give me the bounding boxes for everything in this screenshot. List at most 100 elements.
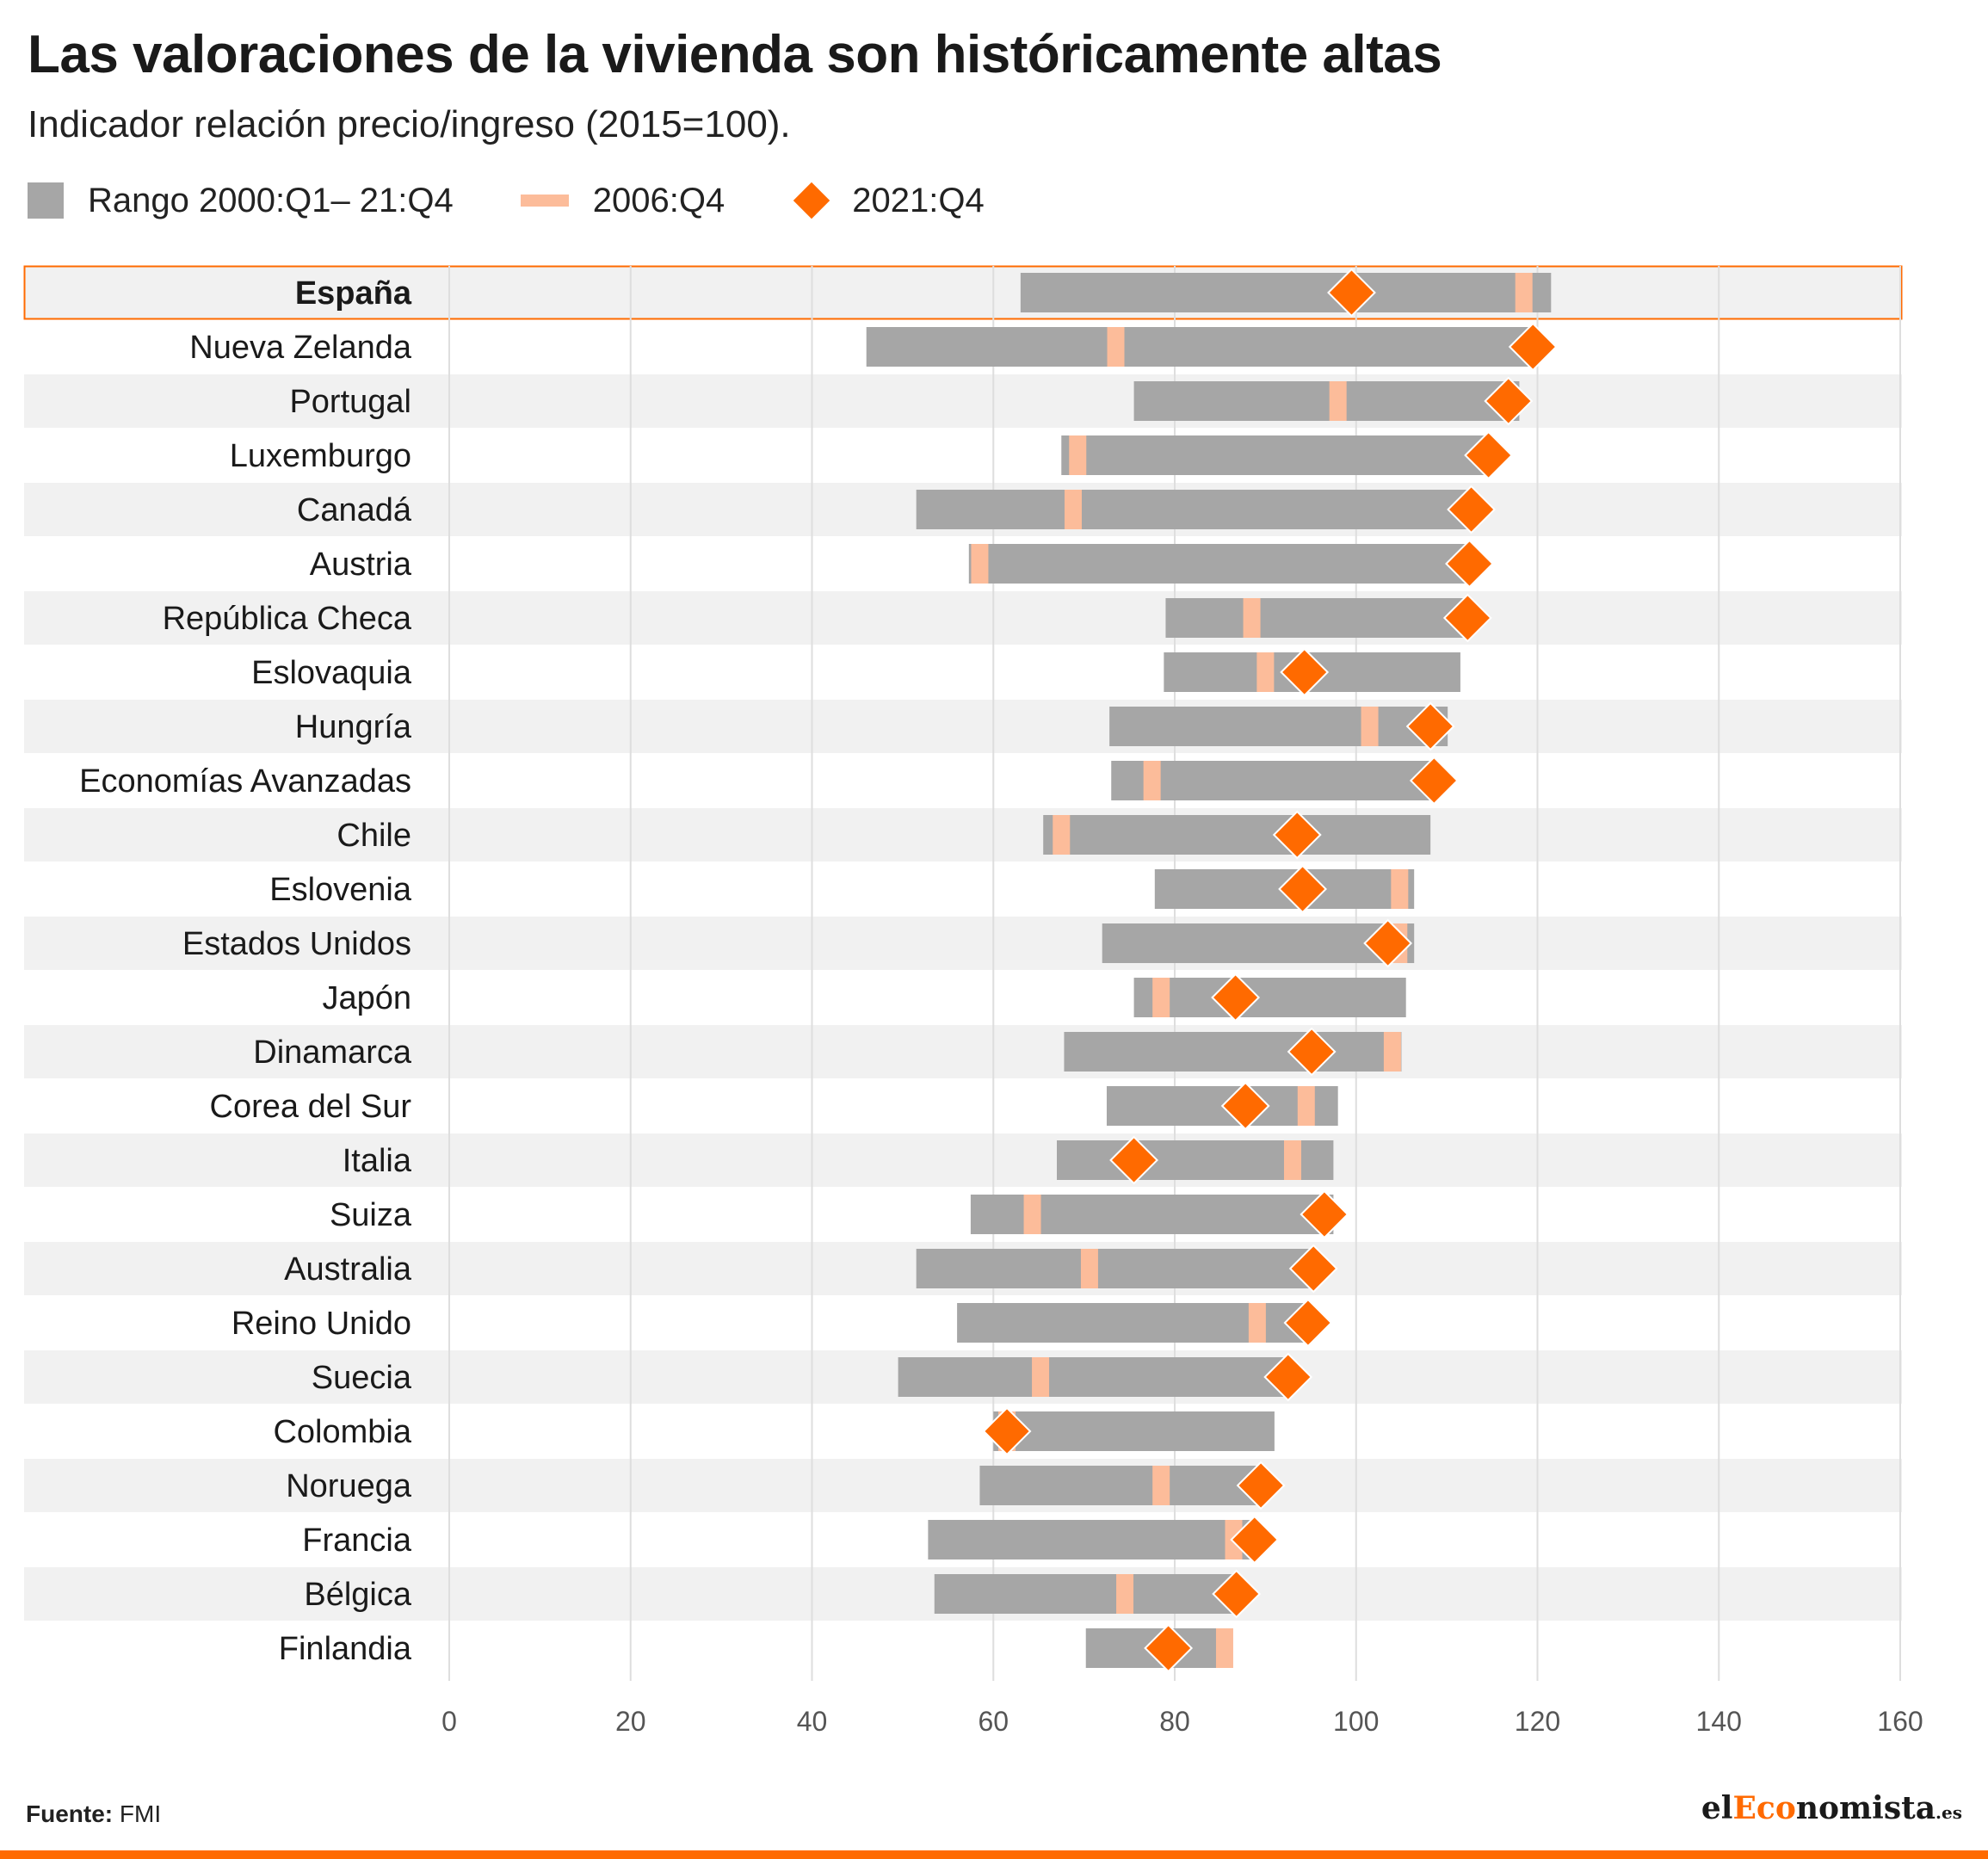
range-bar bbox=[1109, 707, 1448, 746]
marker-2021-diamond bbox=[1409, 756, 1459, 806]
source-value: FMI bbox=[119, 1800, 162, 1827]
x-tick-label: 120 bbox=[1515, 1706, 1560, 1737]
marker-2006 bbox=[1215, 1628, 1233, 1668]
row-label: Suecia bbox=[312, 1360, 412, 1396]
legend-swatch-range bbox=[28, 182, 64, 219]
marker-2021-diamond bbox=[1109, 1135, 1158, 1185]
marker-2006 bbox=[1152, 978, 1170, 1017]
range-bar bbox=[934, 1574, 1237, 1614]
range-bar bbox=[968, 544, 1470, 584]
row-label: Chile bbox=[336, 818, 411, 854]
source-note: Fuente: FMI bbox=[26, 1800, 161, 1828]
x-tick-label: 40 bbox=[797, 1706, 828, 1737]
marker-2006 bbox=[1248, 1303, 1266, 1343]
marker-2021-diamond bbox=[982, 1406, 1032, 1456]
marker-2021-diamond bbox=[1263, 1352, 1313, 1402]
highlight-frame bbox=[23, 265, 1903, 320]
range-bar bbox=[928, 1520, 1255, 1559]
x-tick-label: 100 bbox=[1333, 1706, 1379, 1737]
row-label: Nueva Zelanda bbox=[189, 330, 412, 366]
row-label: República Checa bbox=[163, 601, 412, 637]
row-stripe bbox=[24, 700, 1902, 753]
row-label: Colombia bbox=[273, 1414, 411, 1450]
legend-label-2006: 2006:Q4 bbox=[592, 181, 725, 219]
row-stripe bbox=[24, 808, 1902, 862]
legend-label-range: Rango 2000:Q1– 21:Q4 bbox=[88, 181, 454, 219]
marker-2021-diamond bbox=[1230, 1515, 1280, 1565]
range-bar bbox=[1043, 815, 1431, 855]
marker-2021-diamond bbox=[1508, 322, 1558, 372]
range-bar bbox=[1165, 598, 1468, 638]
row-label: Dinamarca bbox=[253, 1034, 412, 1071]
x-tick-label: 140 bbox=[1696, 1706, 1742, 1737]
range-bar bbox=[1064, 1032, 1402, 1072]
row-label: Luxemburgo bbox=[230, 438, 411, 474]
marker-2021-diamond bbox=[1327, 268, 1376, 318]
marker-2006 bbox=[1032, 1357, 1050, 1397]
marker-2006 bbox=[1053, 815, 1071, 855]
legend-item-2006: 2006:Q4 bbox=[520, 181, 725, 220]
row-stripe bbox=[24, 1459, 1902, 1512]
row-stripe bbox=[24, 917, 1902, 970]
marker-2006 bbox=[1297, 1086, 1315, 1126]
range-bar bbox=[993, 1411, 1275, 1451]
row-label: Corea del Sur bbox=[210, 1089, 412, 1125]
range-bar bbox=[1061, 435, 1492, 475]
row-label: Francia bbox=[302, 1522, 412, 1559]
logo-part-el: el bbox=[1701, 1790, 1733, 1826]
marker-2021-diamond bbox=[1287, 1027, 1337, 1077]
chart-title: Las valoraciones de la vivienda son hist… bbox=[28, 25, 1442, 84]
range-bar bbox=[1111, 761, 1438, 800]
range-bar bbox=[1020, 273, 1552, 312]
marker-2021-diamond bbox=[1363, 918, 1413, 968]
marker-2006 bbox=[1023, 1195, 1041, 1234]
bottom-accent-bar bbox=[0, 1850, 1988, 1859]
x-axis-ticks: 0 20 40 60 80 100 120 140 160 bbox=[441, 1706, 1923, 1737]
row-label: Canadá bbox=[297, 492, 412, 528]
logo-part-nomista: nomista bbox=[1795, 1790, 1936, 1826]
marker-2021-diamond bbox=[1211, 973, 1261, 1022]
marker-2021-diamond bbox=[1300, 1189, 1349, 1239]
legend-swatch-2021-diamond-icon bbox=[793, 182, 830, 219]
marker-2021-diamond bbox=[1445, 539, 1494, 589]
row-label: España bbox=[295, 275, 412, 312]
row-label: Eslovenia bbox=[269, 872, 412, 908]
range-bar bbox=[1133, 978, 1406, 1017]
marker-2021-diamond bbox=[1220, 1081, 1270, 1131]
marker-2021-diamond bbox=[1280, 647, 1330, 697]
x-tick-label: 160 bbox=[1877, 1706, 1923, 1737]
logo-part-es: .es bbox=[1936, 1802, 1962, 1823]
marker-2006 bbox=[971, 544, 989, 584]
marker-2021-diamond bbox=[1278, 864, 1327, 914]
row-label: Bélgica bbox=[304, 1577, 411, 1613]
marker-2021-diamond bbox=[1484, 376, 1534, 426]
source-label: Fuente: bbox=[26, 1800, 114, 1827]
chart-subtitle: Indicador relación precio/ingreso (2015=… bbox=[28, 103, 791, 145]
marker-2021-diamond bbox=[1464, 430, 1514, 480]
row-label: Austria bbox=[310, 547, 412, 583]
marker-2006 bbox=[1256, 652, 1275, 692]
range-bar bbox=[898, 1357, 1288, 1397]
x-tick-label: 20 bbox=[615, 1706, 646, 1737]
marker-2006 bbox=[1283, 1140, 1301, 1180]
legend-item-range: Rango 2000:Q1– 21:Q4 bbox=[28, 182, 454, 220]
marker-2021-diamond bbox=[1442, 593, 1492, 643]
marker-2006 bbox=[1329, 381, 1347, 421]
row-label: Eslovaquia bbox=[251, 655, 412, 691]
range-bar bbox=[916, 490, 1474, 529]
row-stripe bbox=[24, 1133, 1902, 1187]
range-bar bbox=[1102, 923, 1415, 963]
marker-2021-diamond bbox=[1272, 810, 1322, 860]
row-labels: España Nueva Zelanda Portugal Luxemburgo Can… bbox=[79, 275, 412, 1667]
logo-part-eco: Eco bbox=[1732, 1790, 1796, 1826]
chart-marks bbox=[866, 268, 1558, 1673]
marker-2006 bbox=[1116, 1574, 1134, 1614]
range-bar bbox=[1133, 381, 1520, 421]
marker-2006 bbox=[1391, 869, 1409, 909]
brand-logo: elEconomista.es bbox=[1701, 1790, 1962, 1826]
row-label: Portugal bbox=[289, 384, 411, 420]
row-label: Japón bbox=[322, 980, 411, 1016]
marker-2006 bbox=[1152, 1466, 1170, 1505]
marker-2021-diamond bbox=[1447, 485, 1496, 534]
marker-2006 bbox=[1107, 327, 1125, 367]
